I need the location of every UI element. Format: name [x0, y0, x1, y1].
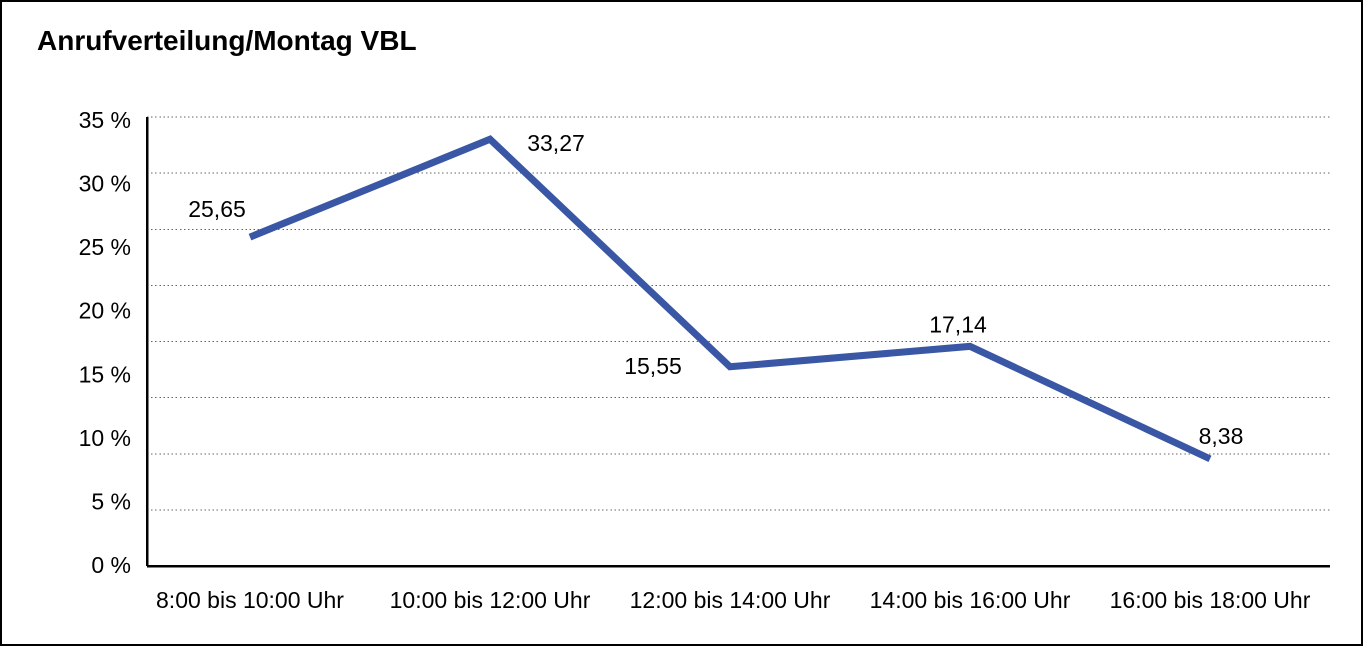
data-point-label: 33,27	[527, 130, 585, 156]
y-axis-tick-label: 30 %	[79, 171, 131, 197]
chart-title: Anrufverteilung/Montag VBL	[37, 25, 417, 56]
data-point-label: 17,14	[929, 311, 987, 337]
x-category-label: 12:00 bis 14:00 Uhr	[630, 587, 831, 613]
y-axis-tick-label: 5 %	[91, 488, 131, 514]
y-axis-tick-label: 10 %	[79, 425, 131, 451]
x-category-label: 10:00 bis 12:00 Uhr	[390, 587, 591, 613]
y-axis-tick-label: 25 %	[79, 234, 131, 260]
data-line	[248, 135, 1212, 463]
data-point-label: 8,38	[1199, 423, 1244, 449]
y-axis-tick-label: 0 %	[91, 552, 131, 578]
x-category-label: 8:00 bis 10:00 Uhr	[156, 587, 344, 613]
x-category-label: 14:00 bis 16:00 Uhr	[870, 587, 1071, 613]
y-axis-tick-label: 35 %	[79, 107, 131, 133]
data-point-label: 15,55	[624, 353, 682, 379]
y-axis-tick-label: 20 %	[79, 298, 131, 324]
data-point-label: 25,65	[188, 196, 246, 222]
x-category-label: 16:00 bis 18:00 Uhr	[1110, 587, 1311, 613]
y-axis-tick-label: 15 %	[79, 361, 131, 387]
